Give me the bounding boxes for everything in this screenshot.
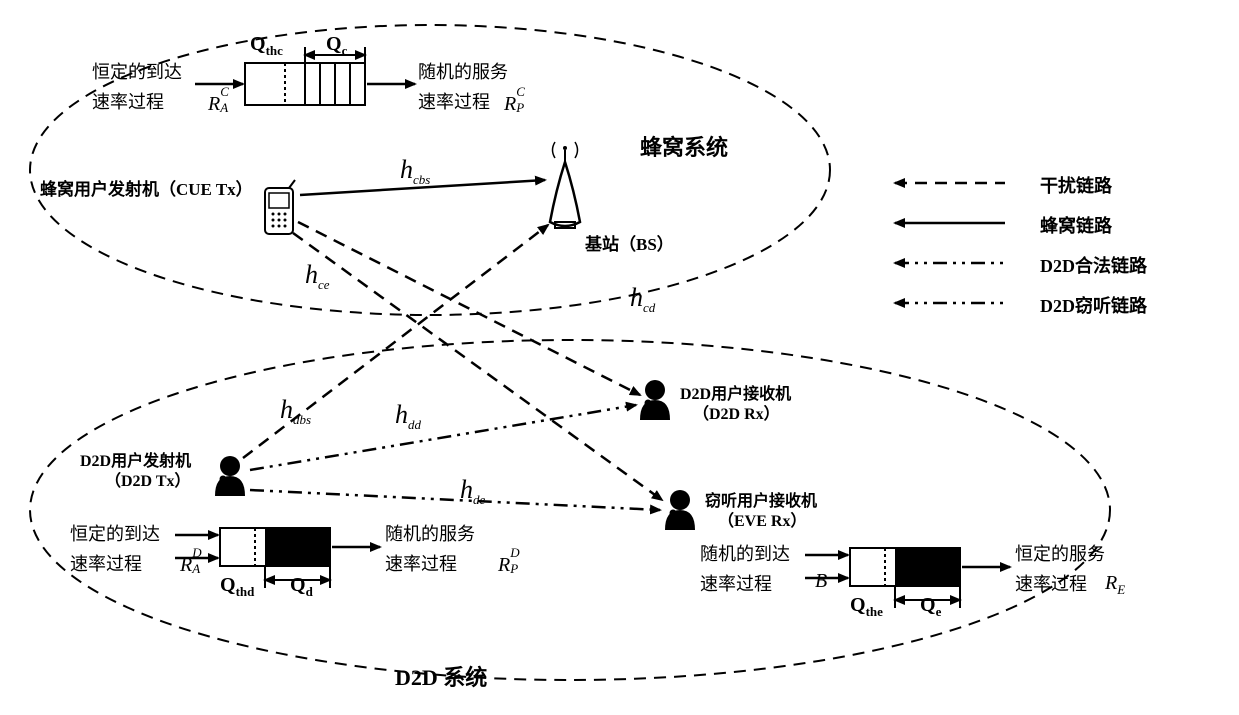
- h-dd-label: hdd: [395, 400, 421, 433]
- h-cbs-label: hcbs: [400, 155, 430, 188]
- h-cd-label: hcd: [630, 283, 655, 316]
- eve-rx-icon: [665, 490, 695, 530]
- cue-tx-icon: [265, 180, 295, 234]
- top-service-sym: RCP: [504, 92, 530, 116]
- d2d-system-title: D2D 系统: [395, 660, 487, 692]
- bs-label: 基站（BS）: [585, 230, 674, 255]
- legend-d2d-legit: D2D合法链路: [1040, 252, 1147, 278]
- eve-rx-label-l2: （EVE Rx）: [718, 507, 806, 531]
- eve-arrival-sym: B: [815, 570, 827, 593]
- link-hce: [293, 233, 662, 500]
- d2d-arrival-sym: RDA: [180, 553, 206, 577]
- eve-service-l1: 恒定的服务: [1015, 540, 1105, 566]
- d2d-service-l2: 速率过程: [385, 550, 457, 576]
- eve-q: Qe: [920, 594, 941, 620]
- top-service-l2: 速率过程: [418, 88, 490, 114]
- h-de-label: hde: [460, 475, 485, 508]
- link-hde: [250, 490, 660, 510]
- top-qth: Qthc: [250, 33, 283, 59]
- bs-icon: [550, 142, 580, 228]
- legend-interference: 干扰链路: [1040, 172, 1112, 198]
- queue-eve: [805, 548, 1010, 608]
- d2d-tx-label-l2: （D2D Tx）: [105, 467, 191, 491]
- h-ce-label: hce: [305, 260, 330, 293]
- top-q: Qc: [326, 33, 347, 59]
- d2d-service-l1: 随机的服务: [385, 520, 475, 546]
- eve-arrival-l2: 速率过程: [700, 570, 772, 596]
- d2d-service-sym: RDP: [498, 553, 524, 577]
- legend-d2d-eaves: D2D窃听链路: [1040, 292, 1147, 318]
- h-dbs-label: hdbs: [280, 395, 311, 428]
- cue-tx-label: 蜂窝用户发射机（CUE Tx）: [40, 175, 253, 200]
- eve-service-sym: RE: [1105, 572, 1125, 598]
- d2d-tx-icon: [215, 456, 245, 496]
- cellular-system-title: 蜂窝系统: [640, 130, 728, 162]
- d2d-system-boundary: [30, 340, 1110, 680]
- d2d-arrival-l1: 恒定的到达: [70, 520, 160, 546]
- diagram-canvas: [0, 0, 1239, 715]
- top-arrival-l2: 速率过程: [92, 88, 164, 114]
- top-arrival-l1: 恒定的到达: [92, 58, 182, 84]
- d2d-qth: Qthd: [220, 574, 254, 600]
- top-service-l1: 随机的服务: [418, 58, 508, 84]
- d2d-q: Qd: [290, 574, 313, 600]
- legend-cellular: 蜂窝链路: [1040, 212, 1112, 238]
- d2d-rx-label-l2: （D2D Rx）: [693, 400, 780, 424]
- eve-qth: Qthe: [850, 594, 883, 620]
- eve-arrival-l1: 随机的到达: [700, 540, 790, 566]
- top-arrival-sym: RCA: [208, 92, 234, 116]
- d2d-rx-icon: [640, 380, 670, 420]
- legend: [895, 183, 1005, 303]
- eve-service-l2: 速率过程: [1015, 570, 1087, 596]
- d2d-arrival-l2: 速率过程: [70, 550, 142, 576]
